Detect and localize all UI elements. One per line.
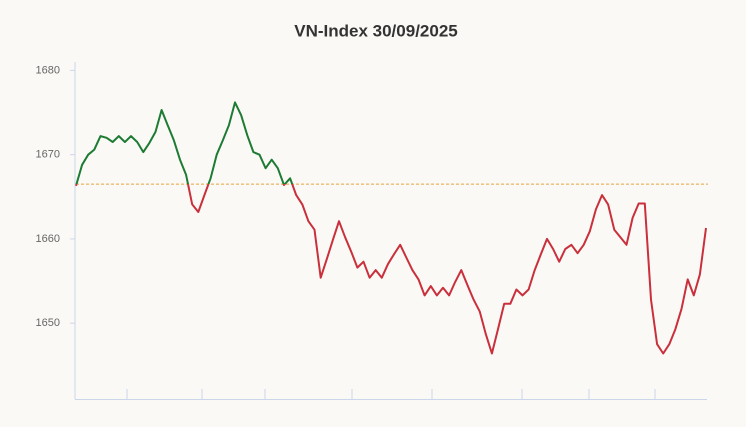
line-below	[75, 184, 707, 355]
x-axis-ticks	[126, 389, 656, 399]
y-tick-label: 1680	[36, 64, 60, 76]
y-tick-label: 1670	[36, 149, 60, 161]
y-tick-label: 1650	[36, 317, 60, 329]
line-above	[75, 101, 294, 185]
chart-title: VN-Index 30/09/2025	[294, 21, 457, 40]
y-tick-label: 1660	[36, 233, 60, 245]
